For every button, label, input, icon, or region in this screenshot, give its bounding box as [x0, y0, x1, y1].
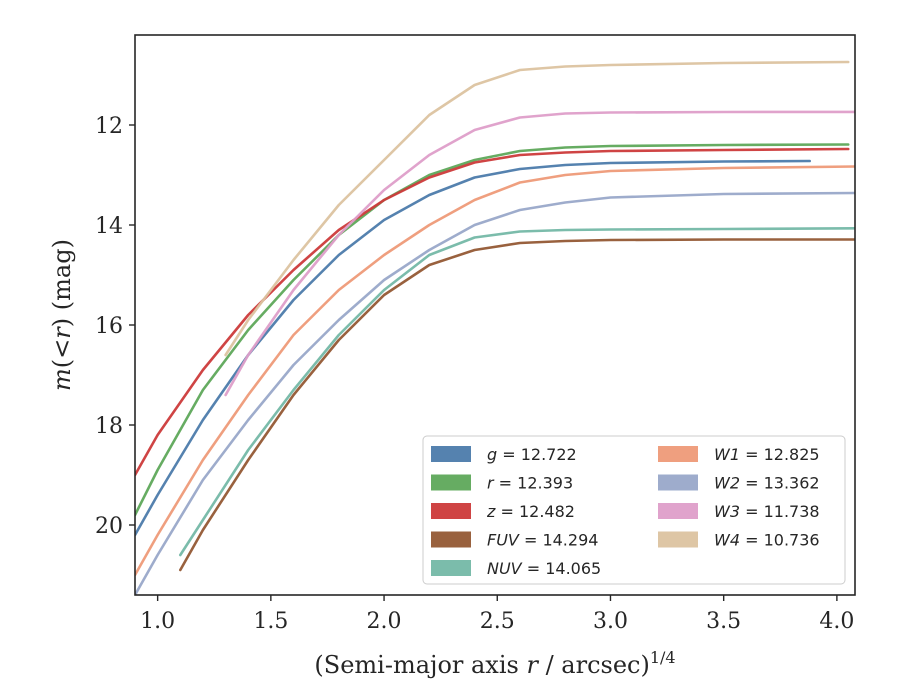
legend-swatch-g [431, 446, 471, 462]
legend-swatch-w3 [658, 503, 698, 519]
series-layer [135, 60, 855, 595]
series-line-z [135, 147, 850, 477]
x-tick-label: 1.0 [140, 609, 175, 634]
legend-label-z: z = 12.482 [486, 502, 575, 521]
series-line-nuv [179, 227, 855, 557]
y-axis-ticks: 12 14 16 18 20 [95, 114, 135, 539]
legend-label-fuv: FUV = 14.294 [487, 531, 598, 550]
legend-swatch-w2 [658, 474, 698, 491]
legend-swatch-r [431, 474, 471, 491]
y-tick-label: 16 [95, 314, 123, 339]
x-axis-label: (Semi-major axis r / arcsec)1/4 [314, 648, 675, 679]
x-tick-label: 2.5 [480, 609, 515, 634]
x-axis-ticks: 1.0 1.5 2.0 2.5 3.0 3.5 4.0 [140, 595, 854, 634]
legend-label-w2: W2 = 13.362 [714, 474, 820, 493]
legend-label-w1: W1 = 12.825 [714, 445, 820, 464]
y-tick-label: 18 [95, 414, 123, 439]
legend: g = 12.722 r = 12.393 z = 12.482 FUV = 14.2… [422, 435, 846, 585]
legend-swatch-w1 [658, 446, 698, 462]
x-tick-label: 2.0 [367, 609, 402, 634]
legend-label-g: g = 12.722 [487, 445, 577, 464]
y-tick-label: 12 [95, 114, 123, 139]
y-tick-label: 14 [95, 214, 123, 239]
x-tick-label: 4.0 [819, 609, 854, 634]
series-line-w1 [135, 165, 855, 577]
y-axis-label: m(<r) (mag) [48, 239, 76, 391]
series-line-w4 [224, 60, 850, 357]
series-line-w3 [224, 110, 855, 397]
x-tick-label: 3.0 [593, 609, 628, 634]
legend-swatch-z [431, 503, 471, 519]
plot-frame [134, 34, 856, 596]
x-tick-label: 3.5 [706, 609, 741, 634]
legend-label-w4: W4 = 10.736 [714, 531, 820, 550]
legend-label-r: r = 12.393 [487, 474, 573, 493]
series-line-g [135, 159, 811, 537]
legend-swatch-fuv [431, 531, 471, 548]
y-tick-label: 20 [95, 514, 123, 539]
legend-swatch-nuv [431, 560, 471, 576]
legend-swatch-w4 [658, 531, 698, 548]
legend-label-w3: W3 = 11.738 [714, 502, 820, 521]
series-line-w2 [135, 191, 855, 595]
x-tick-label: 1.5 [253, 609, 288, 634]
series-line-fuv [179, 238, 855, 572]
legend-frame [422, 435, 846, 585]
legend-label-nuv: NUV = 14.065 [487, 559, 601, 578]
